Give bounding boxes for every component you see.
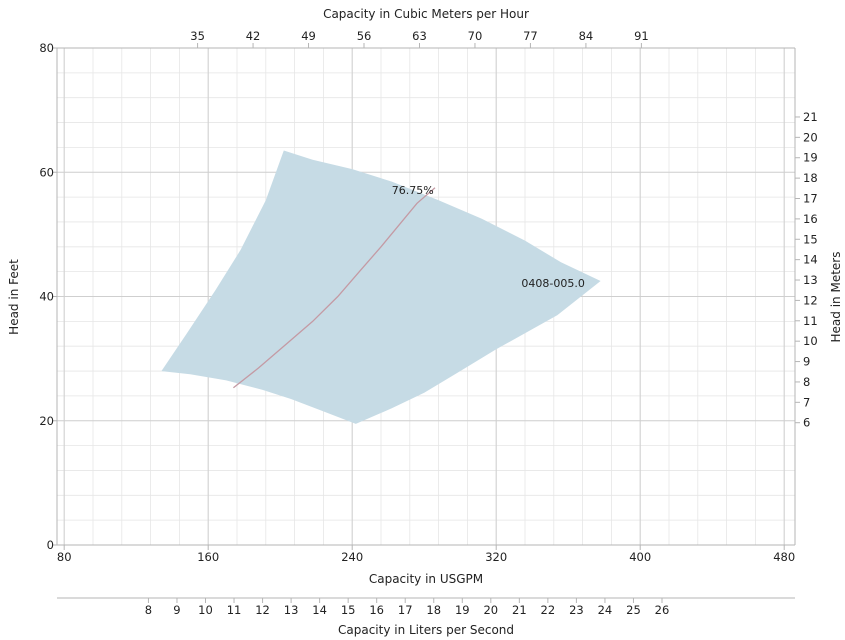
y-right-tick-label: 8 <box>803 375 810 389</box>
x-tick-label: 400 <box>629 550 651 564</box>
y-right-tick-label: 21 <box>803 110 818 124</box>
x-top-tick-label: 63 <box>412 29 427 43</box>
operating-region-area <box>161 150 601 424</box>
x-tick-label: 240 <box>341 550 363 564</box>
x-bottom2-tick-label: 24 <box>598 603 613 617</box>
y-right-tick-label: 19 <box>803 151 818 165</box>
y-right-tick-label: 12 <box>803 293 818 307</box>
x-bottom2-axis-title: Capacity in Liters per Second <box>338 623 514 637</box>
y-right-tick-label: 17 <box>803 192 818 206</box>
x-bottom2-tick-label: 18 <box>426 603 441 617</box>
efficiency-line <box>232 187 436 389</box>
x-top-tick-label: 91 <box>634 29 649 43</box>
x-top-axis-title: Capacity in Cubic Meters per Hour <box>323 7 529 21</box>
y-right-tick-label: 6 <box>803 416 810 430</box>
x-top-tick-label: 84 <box>579 29 594 43</box>
x-bottom2-tick-label: 12 <box>255 603 270 617</box>
x-bottom2-tick-label: 11 <box>227 603 242 617</box>
y-right-tick-label: 9 <box>803 355 810 369</box>
x-tick-label: 320 <box>485 550 507 564</box>
y-right-tick-label: 16 <box>803 212 818 226</box>
y-tick-label: 40 <box>39 290 54 304</box>
y-right-axis-title: Head in Meters <box>829 252 843 343</box>
x-top-tick-label: 35 <box>190 29 205 43</box>
y-axis-title: Head in Feet <box>7 259 21 335</box>
x-bottom2-tick-label: 13 <box>284 603 299 617</box>
x-bottom2-tick-label: 15 <box>341 603 356 617</box>
x-bottom2-tick-label: 14 <box>312 603 327 617</box>
y-right-tick-label: 10 <box>803 334 818 348</box>
x-bottom2-tick-label: 22 <box>541 603 556 617</box>
x-bottom2-tick-label: 19 <box>455 603 470 617</box>
y-right-tick-label: 14 <box>803 253 818 267</box>
x-top-tick-label: 42 <box>246 29 261 43</box>
y-tick-label: 80 <box>39 41 54 55</box>
x-top-tick-label: 77 <box>523 29 538 43</box>
axes <box>52 43 800 603</box>
y-tick-label: 0 <box>47 538 54 552</box>
y-right-tick-label: 20 <box>803 130 818 144</box>
x-top-tick-label: 56 <box>357 29 372 43</box>
y-right-tick-label: 11 <box>803 314 818 328</box>
x-bottom2-tick-label: 10 <box>198 603 213 617</box>
x-bottom2-tick-label: 23 <box>569 603 584 617</box>
annotation-label: 76.75% <box>392 184 434 197</box>
x-top-tick-label: 49 <box>301 29 316 43</box>
plot-area: 76.75% 0408-005.0 <box>161 150 601 424</box>
x-bottom2-tick-label: 8 <box>145 603 152 617</box>
y-right-tick-label: 18 <box>803 171 818 185</box>
y-right-tick-label: 15 <box>803 232 818 246</box>
x-bottom2-tick-label: 26 <box>655 603 670 617</box>
y-right-tick-label: 7 <box>803 395 810 409</box>
x-bottom2-tick-label: 16 <box>369 603 384 617</box>
x-bottom2-tick-label: 9 <box>173 603 180 617</box>
x-tick-label: 480 <box>773 550 795 564</box>
x-tick-label: 80 <box>57 550 72 564</box>
x-bottom2-tick-label: 25 <box>626 603 641 617</box>
x-bottom2-tick-label: 17 <box>398 603 413 617</box>
x-bottom2-tick-label: 20 <box>483 603 498 617</box>
y-tick-label: 20 <box>39 414 54 428</box>
y-tick-label: 60 <box>39 165 54 179</box>
x-bottom2-tick-label: 21 <box>512 603 527 617</box>
annotation-label: 0408-005.0 <box>521 277 584 290</box>
y-right-tick-label: 13 <box>803 273 818 287</box>
x-tick-label: 160 <box>197 550 219 564</box>
x-axis-title: Capacity in USGPM <box>369 572 483 586</box>
x-top-tick-label: 70 <box>468 29 483 43</box>
